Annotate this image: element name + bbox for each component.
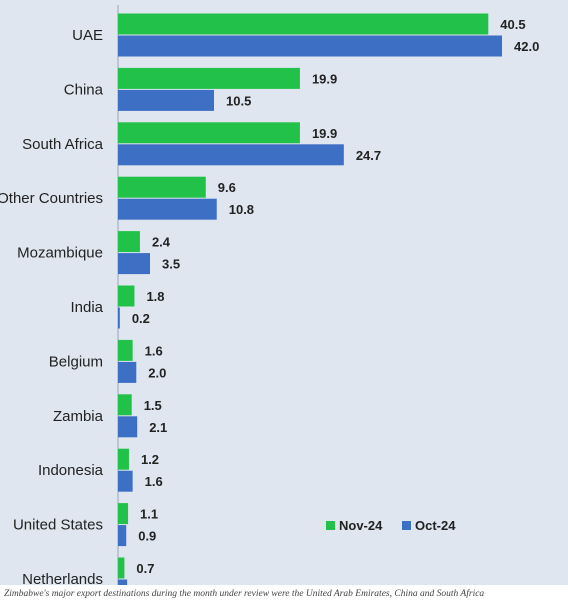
category-label: Mozambique <box>17 245 103 262</box>
category-label: Zambia <box>53 408 104 425</box>
bar-nov-24-south-africa <box>118 122 300 144</box>
bar-oct-24-netherlands <box>118 579 128 585</box>
bar-nov-24-united-states <box>118 503 129 525</box>
data-label: 3.5 <box>162 257 180 272</box>
data-label: 42.0 <box>514 39 539 54</box>
bar-oct-24-uae <box>118 35 502 57</box>
bar-oct-24-south-africa <box>118 144 344 166</box>
bar-oct-24-china <box>118 89 214 111</box>
data-label: 0.9 <box>138 529 156 544</box>
bar-chart: UAE 40.5 42.0 China 19.9 10.5 South Africa 19.9… <box>0 5 539 585</box>
data-label: 1.6 <box>145 343 163 358</box>
bar-nov-24-india <box>118 285 135 307</box>
data-label: 2.0 <box>148 365 166 380</box>
category-label: China <box>64 81 104 98</box>
legend-label: Oct-24 <box>415 518 456 533</box>
chart-area: UAE 40.5 42.0 China 19.9 10.5 South Africa 19.9… <box>0 0 568 585</box>
bar-oct-24-other-countries <box>118 198 217 220</box>
category-label: Belgium <box>49 353 103 370</box>
data-label: 10.8 <box>229 202 254 217</box>
data-label: 9.6 <box>218 180 236 195</box>
data-label: 2.1 <box>149 420 167 435</box>
category-label: United States <box>13 517 103 534</box>
bar-oct-24-united-states <box>118 525 127 547</box>
category-label: UAE <box>72 27 103 44</box>
bar-oct-24-zambia <box>118 416 138 438</box>
data-label: 1.1 <box>140 507 158 522</box>
bar-nov-24-belgium <box>118 339 133 361</box>
data-label: 24.7 <box>356 148 381 163</box>
data-label: 19.9 <box>312 71 337 86</box>
bar-nov-24-uae <box>118 13 489 35</box>
data-label: 10.5 <box>226 93 251 108</box>
legend-swatch <box>326 521 335 530</box>
data-label: 19.9 <box>312 126 337 141</box>
bar-nov-24-mozambique <box>118 231 140 253</box>
legend-label: Nov-24 <box>339 518 383 533</box>
data-label: 1.8 <box>146 289 164 304</box>
figure-caption: Zimbabwe's major export destinations dur… <box>4 589 485 599</box>
data-label: 0.7 <box>136 561 154 576</box>
data-label: 1.2 <box>141 452 159 467</box>
bar-nov-24-other-countries <box>118 176 206 198</box>
category-label: India <box>70 299 103 316</box>
bar-nov-24-zambia <box>118 394 132 416</box>
legend-swatch <box>402 521 411 530</box>
data-label: 0.2 <box>132 311 150 326</box>
data-label: 2.4 <box>152 235 171 250</box>
category-label: Indonesia <box>38 462 104 479</box>
data-label: 1.6 <box>145 474 163 489</box>
bar-nov-24-indonesia <box>118 448 129 470</box>
data-label: 1.5 <box>144 398 162 413</box>
category-label: Netherlands <box>22 571 103 585</box>
data-label: 40.5 <box>500 17 525 32</box>
category-label: South Africa <box>22 136 104 153</box>
category-label: Other Countries <box>0 190 103 207</box>
bar-oct-24-indonesia <box>118 470 133 492</box>
bar-nov-24-netherlands <box>118 557 125 579</box>
bar-oct-24-india <box>118 307 120 329</box>
bar-oct-24-mozambique <box>118 253 150 275</box>
bar-oct-24-belgium <box>118 361 137 383</box>
bar-nov-24-china <box>118 67 300 89</box>
